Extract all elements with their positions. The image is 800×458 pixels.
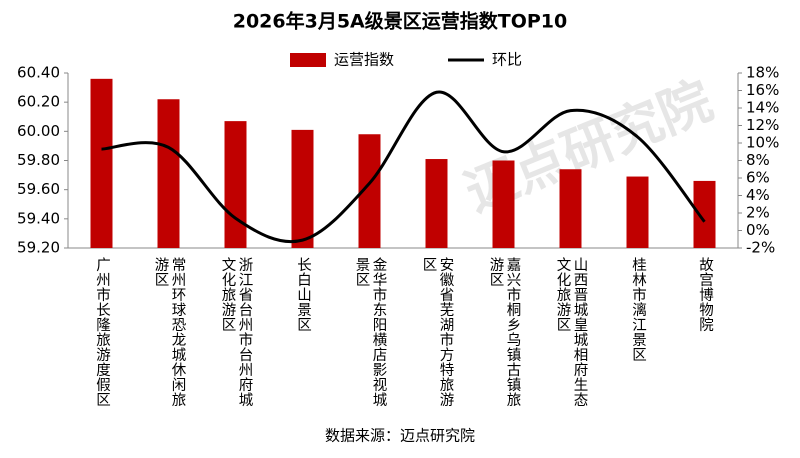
y2-tick-label: 0%	[746, 221, 770, 239]
x-tick-label: 长白山景区	[295, 257, 311, 332]
y2-tick-label: 12%	[746, 116, 779, 134]
legend-swatch	[290, 53, 326, 67]
x-tick-label: 嘉兴市桐乡乌镇古镇旅游区	[487, 257, 521, 407]
x-tick-label: 常州环球恐龙城休闲旅游区	[152, 257, 186, 407]
y-tick-label: 60.00	[17, 122, 60, 140]
x-tick-label: 山西晋城皇城相府生态文化旅游区	[554, 257, 588, 407]
bar	[626, 176, 649, 248]
bar	[492, 160, 515, 248]
y2-tick-label: 16%	[746, 81, 779, 99]
x-tick-label: 浙江省台州市台州府城文化旅游区	[219, 257, 253, 407]
x-tick-label: 金华市东阳横店影视城景区	[353, 257, 387, 407]
y-tick-label: 59.80	[17, 151, 60, 169]
line	[101, 90, 706, 243]
y2-tick-label: 2%	[746, 204, 770, 222]
y2-tick-label: 10%	[746, 134, 779, 152]
x-tick-label: 桂林市漓江景区	[630, 257, 646, 362]
bar	[224, 121, 247, 248]
bar	[693, 180, 716, 248]
legend-label: 运营指数	[334, 51, 394, 69]
y-tick-label: 59.60	[17, 180, 60, 198]
y-tick-label: 59.20	[17, 239, 60, 257]
bar	[291, 129, 314, 248]
y2-tick-label: 6%	[746, 169, 770, 187]
y2-tick-label: 14%	[746, 99, 779, 117]
y2-tick-label: -2%	[746, 239, 775, 257]
x-tick-label: 安徽省芜湖市方特旅游区	[420, 257, 454, 407]
bar	[358, 134, 381, 248]
y-tick-label: 60.40	[17, 64, 60, 82]
y-tick-label: 59.40	[17, 209, 60, 227]
y-tick-label: 60.20	[17, 93, 60, 111]
bar	[90, 78, 113, 248]
bar	[425, 159, 448, 248]
x-tick-label: 故宫博物院	[697, 257, 713, 332]
chart-title: 2026年3月5A级景区运营指数TOP10	[233, 10, 568, 33]
legend-label: 环比	[492, 51, 522, 69]
bar	[559, 169, 582, 248]
y2-tick-label: 4%	[746, 186, 770, 204]
x-tick-label: 广州市长隆旅游度假区	[94, 257, 110, 407]
source: 数据来源：迈点研究院	[325, 427, 475, 445]
bar	[157, 99, 180, 248]
y2-tick-label: 18%	[746, 64, 779, 82]
y2-tick-label: 8%	[746, 151, 770, 169]
